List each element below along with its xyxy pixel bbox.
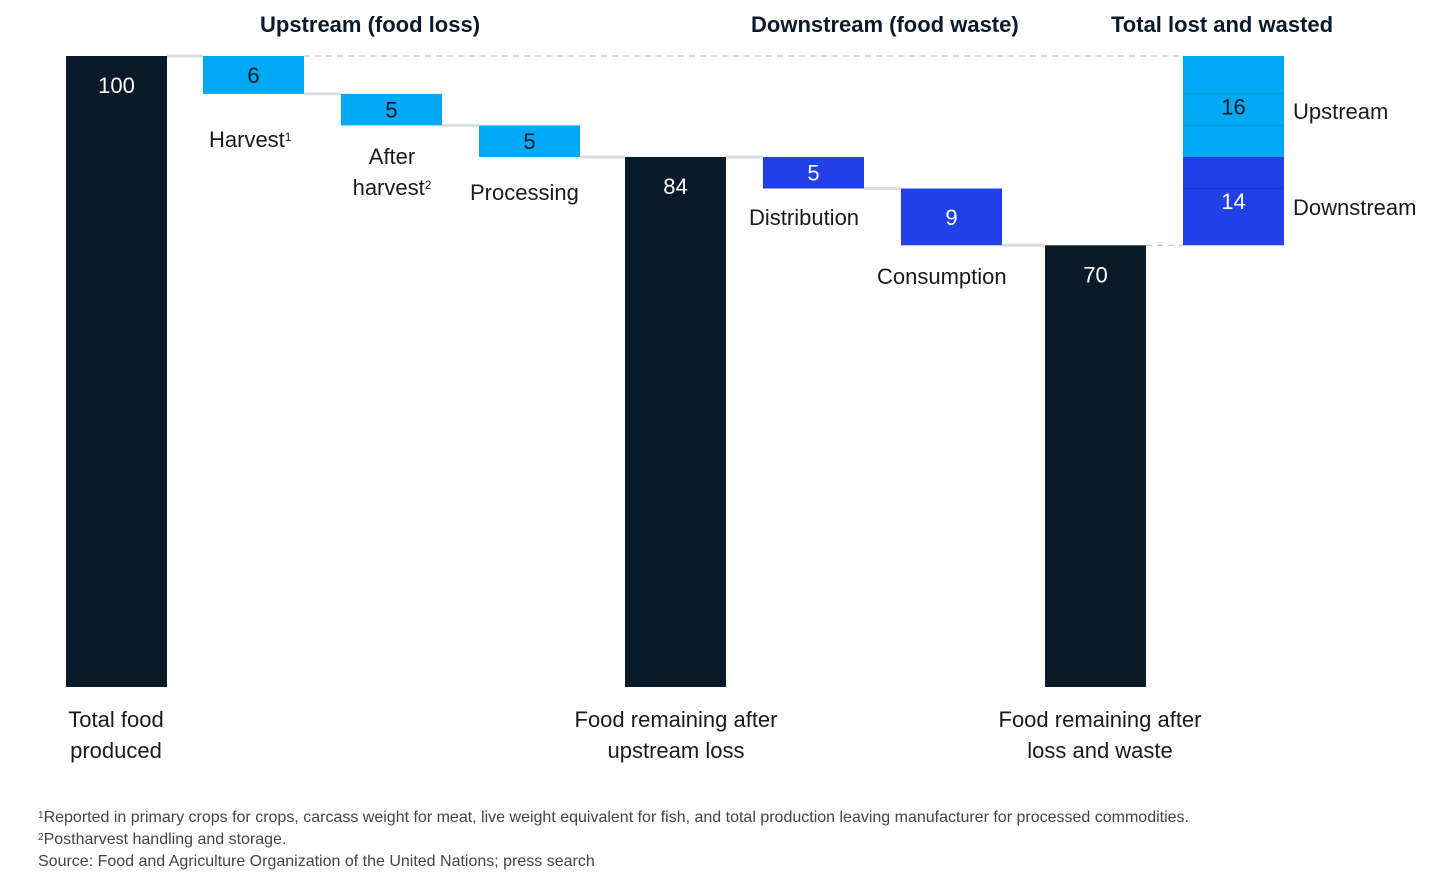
data-label-after_waste: 70 <box>1083 262 1107 287</box>
stack-segment-upstream <box>1183 56 1284 157</box>
label-stack-downstream: Downstream <box>1293 195 1417 220</box>
label-consumption: Consumption <box>877 264 1007 289</box>
footnote-source: Source: Food and Agriculture Organizatio… <box>38 853 595 870</box>
label-after-harvest: After harvest2 <box>332 141 452 203</box>
label-distribution: Distribution <box>749 205 860 230</box>
bar-total <box>66 56 167 687</box>
bar-consumption <box>901 188 1002 246</box>
footnote-2: 2Postharvest handling and storage. <box>38 829 286 851</box>
data-label-processing: 5 <box>523 129 535 154</box>
stack-label-downstream: 14 <box>1221 189 1245 214</box>
label-remaining-waste-line2: loss and waste <box>1027 738 1173 763</box>
bar-after_upstream <box>625 156 726 687</box>
footnote-1-sup: 1 <box>38 810 44 821</box>
label-after-harvest-line1: After <box>368 144 416 169</box>
data-label-total: 100 <box>98 73 135 98</box>
label-remaining-upstream: Food remaining after upstream loss <box>556 704 796 766</box>
header-downstream: Downstream (food waste) <box>751 12 1019 37</box>
label-harvest: Harvest1 <box>209 124 291 155</box>
data-label-after_harvest: 5 <box>385 98 397 123</box>
label-harvest-sup: 1 <box>284 130 292 144</box>
label-after-harvest-line2: harvest <box>352 175 425 200</box>
data-label-distribution: 5 <box>807 161 819 186</box>
bar-processing <box>479 125 580 157</box>
label-stack-upstream: Upstream <box>1293 99 1389 124</box>
label-remaining-upstream-line2: upstream loss <box>607 738 745 763</box>
stack-segment-downstream <box>1183 156 1284 246</box>
label-remaining-waste: Food remaining after loss and waste <box>980 704 1220 766</box>
label-after-harvest-line2-wrap: harvest2 <box>332 172 452 203</box>
bar-after_waste <box>1045 245 1146 688</box>
label-processing: Processing <box>470 180 579 205</box>
label-after-harvest-sup: 2 <box>424 178 432 192</box>
bar-after_harvest <box>341 93 442 126</box>
header-upstream: Upstream (food loss) <box>260 12 481 37</box>
data-label-consumption: 9 <box>945 205 957 230</box>
stack-label-upstream: 16 <box>1221 94 1245 119</box>
label-total-food: Total food produced <box>46 704 186 766</box>
label-total-food-line2: produced <box>70 738 162 763</box>
bar-distribution <box>763 156 864 189</box>
header-total: Total lost and wasted <box>1111 12 1334 37</box>
footnote-1-text: Reported in primary crops for crops, car… <box>43 809 1189 826</box>
label-harvest-text: Harvest <box>209 127 285 152</box>
footnote-2-sup: 2 <box>38 832 44 843</box>
footnote-1: 1Reported in primary crops for crops, ca… <box>38 807 1189 829</box>
bar-harvest <box>203 56 304 94</box>
footnote-2-text: Postharvest handling and storage. <box>43 831 287 848</box>
data-label-after_upstream: 84 <box>663 174 687 199</box>
label-remaining-upstream-line1: Food remaining after <box>574 707 778 732</box>
label-remaining-waste-line1: Food remaining after <box>998 707 1202 732</box>
label-total-food-line1: Total food <box>68 707 164 732</box>
data-label-harvest: 6 <box>247 63 259 88</box>
